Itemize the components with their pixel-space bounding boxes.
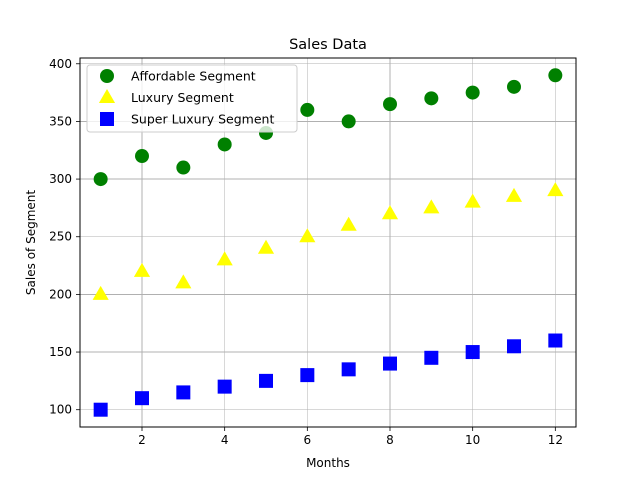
y-tick-label: 350 bbox=[49, 114, 72, 128]
triangle-data-point bbox=[505, 187, 523, 202]
circle-data-point bbox=[548, 68, 563, 83]
square-data-point bbox=[548, 333, 563, 348]
circle-data-point bbox=[93, 172, 108, 187]
square-data-point bbox=[465, 345, 480, 360]
chart-title: Sales Data bbox=[289, 37, 367, 53]
triangle-data-point bbox=[340, 216, 357, 231]
x-axis-label: Months bbox=[306, 456, 350, 470]
circle-data-point bbox=[465, 85, 480, 100]
circle-data-point bbox=[507, 79, 521, 94]
circle-data-point bbox=[300, 102, 315, 117]
triangle-data-point bbox=[175, 274, 192, 289]
triangle-data-point bbox=[423, 199, 440, 214]
x-tick-label: 8 bbox=[386, 433, 394, 447]
y-tick-label: 200 bbox=[49, 287, 72, 301]
grid-lines bbox=[80, 58, 576, 427]
triangle-data-point bbox=[381, 205, 399, 220]
y-axis-label: Sales of Segment bbox=[24, 190, 38, 295]
circle-data-point bbox=[217, 137, 232, 152]
square-data-point bbox=[341, 362, 356, 377]
legend-circle-marker bbox=[100, 69, 114, 83]
data-points bbox=[92, 68, 564, 417]
x-tick-label: 12 bbox=[548, 433, 563, 447]
square-data-point bbox=[135, 391, 149, 406]
triangle-data-point bbox=[92, 285, 109, 300]
square-data-point bbox=[259, 373, 273, 388]
plot-area-frame bbox=[79, 57, 577, 428]
legend-square-marker bbox=[100, 112, 114, 126]
square-data-point bbox=[217, 379, 232, 394]
y-tick-label: 250 bbox=[49, 230, 72, 244]
x-axis-ticks: 2 4 6 8 10 12 bbox=[138, 427, 563, 447]
legend-triangle-marker bbox=[98, 89, 116, 104]
circle-data-point bbox=[176, 160, 191, 175]
x-tick-label: 4 bbox=[221, 433, 229, 447]
x-tick-label: 2 bbox=[138, 433, 146, 447]
circle-data-point bbox=[424, 91, 439, 106]
circle-data-point bbox=[383, 97, 397, 112]
legend-entry-label: Luxury Segment bbox=[131, 90, 234, 105]
y-tick-label: 300 bbox=[49, 172, 72, 186]
y-tick-label: 100 bbox=[49, 403, 72, 417]
triangle-data-point bbox=[299, 228, 316, 243]
triangle-data-point bbox=[133, 262, 151, 277]
square-data-point bbox=[424, 350, 439, 365]
triangle-data-point bbox=[464, 193, 481, 208]
y-axis-ticks: 100 150 200 250 300 350 400 bbox=[49, 57, 80, 417]
legend-entry-label: Affordable Segment bbox=[131, 69, 256, 84]
triangle-data-point bbox=[257, 239, 275, 254]
square-data-point bbox=[176, 385, 191, 400]
circle-data-point bbox=[341, 114, 356, 129]
y-tick-label: 400 bbox=[49, 57, 72, 71]
circle-data-point bbox=[135, 149, 149, 164]
legend: Affordable Segment Luxury Segment Super Lu… bbox=[86, 64, 298, 133]
legend-box bbox=[86, 64, 298, 133]
x-tick-label: 6 bbox=[304, 433, 312, 447]
square-data-point bbox=[300, 368, 315, 383]
legend-entry-label: Super Luxury Segment bbox=[131, 112, 274, 127]
x-tick-label: 10 bbox=[465, 433, 480, 447]
square-data-point bbox=[507, 339, 521, 354]
triangle-data-point bbox=[216, 251, 233, 266]
triangle-data-point bbox=[547, 182, 564, 197]
square-data-point bbox=[383, 356, 397, 371]
y-tick-label: 150 bbox=[49, 345, 72, 359]
square-data-point bbox=[93, 402, 108, 417]
